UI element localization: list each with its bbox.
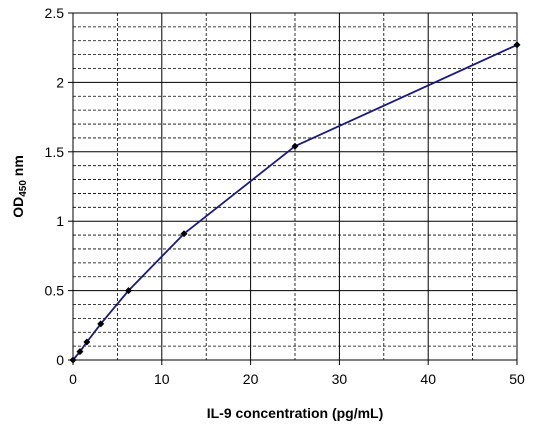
series-line	[72, 44, 518, 361]
data-point-marker	[513, 41, 521, 49]
x-tick-label: 0	[69, 371, 77, 387]
y-axis-title-subscript: 450	[18, 180, 29, 197]
x-tick-label: 20	[243, 371, 259, 387]
y-tick-label: 0	[56, 352, 64, 368]
y-axis-title: OD450 nm	[10, 155, 29, 218]
y-tick-label: 2.5	[45, 5, 65, 21]
grid-layer	[73, 13, 517, 360]
y-tick-label: 1.5	[45, 144, 65, 160]
x-tick-label: 50	[509, 371, 525, 387]
y-axis-title-unit: nm	[10, 155, 26, 180]
y-tick-label: 2	[56, 74, 64, 90]
data-point-marker	[125, 287, 132, 295]
plot-area-frame	[72, 12, 518, 361]
data-point-marker	[291, 142, 299, 150]
data-point-marker	[76, 348, 84, 356]
y-axis-title-main: OD	[10, 197, 26, 218]
data-point-marker	[83, 338, 91, 346]
y-tick-label: 0.5	[45, 283, 65, 299]
y-tick-label: 1	[56, 213, 64, 229]
series-layer	[69, 41, 521, 364]
data-point-marker	[69, 356, 77, 364]
x-tick-label: 40	[420, 371, 436, 387]
x-tick-label: 30	[332, 371, 348, 387]
data-point-marker	[97, 320, 105, 328]
x-axis-title: IL-9 concentration (pg/mL)	[207, 405, 384, 421]
x-tick-label: 10	[154, 371, 170, 387]
tick-layer: 0 0.5 1 1.5 2 2.5 0 10 20 30 40 50	[45, 5, 525, 387]
data-point-marker	[180, 230, 188, 238]
